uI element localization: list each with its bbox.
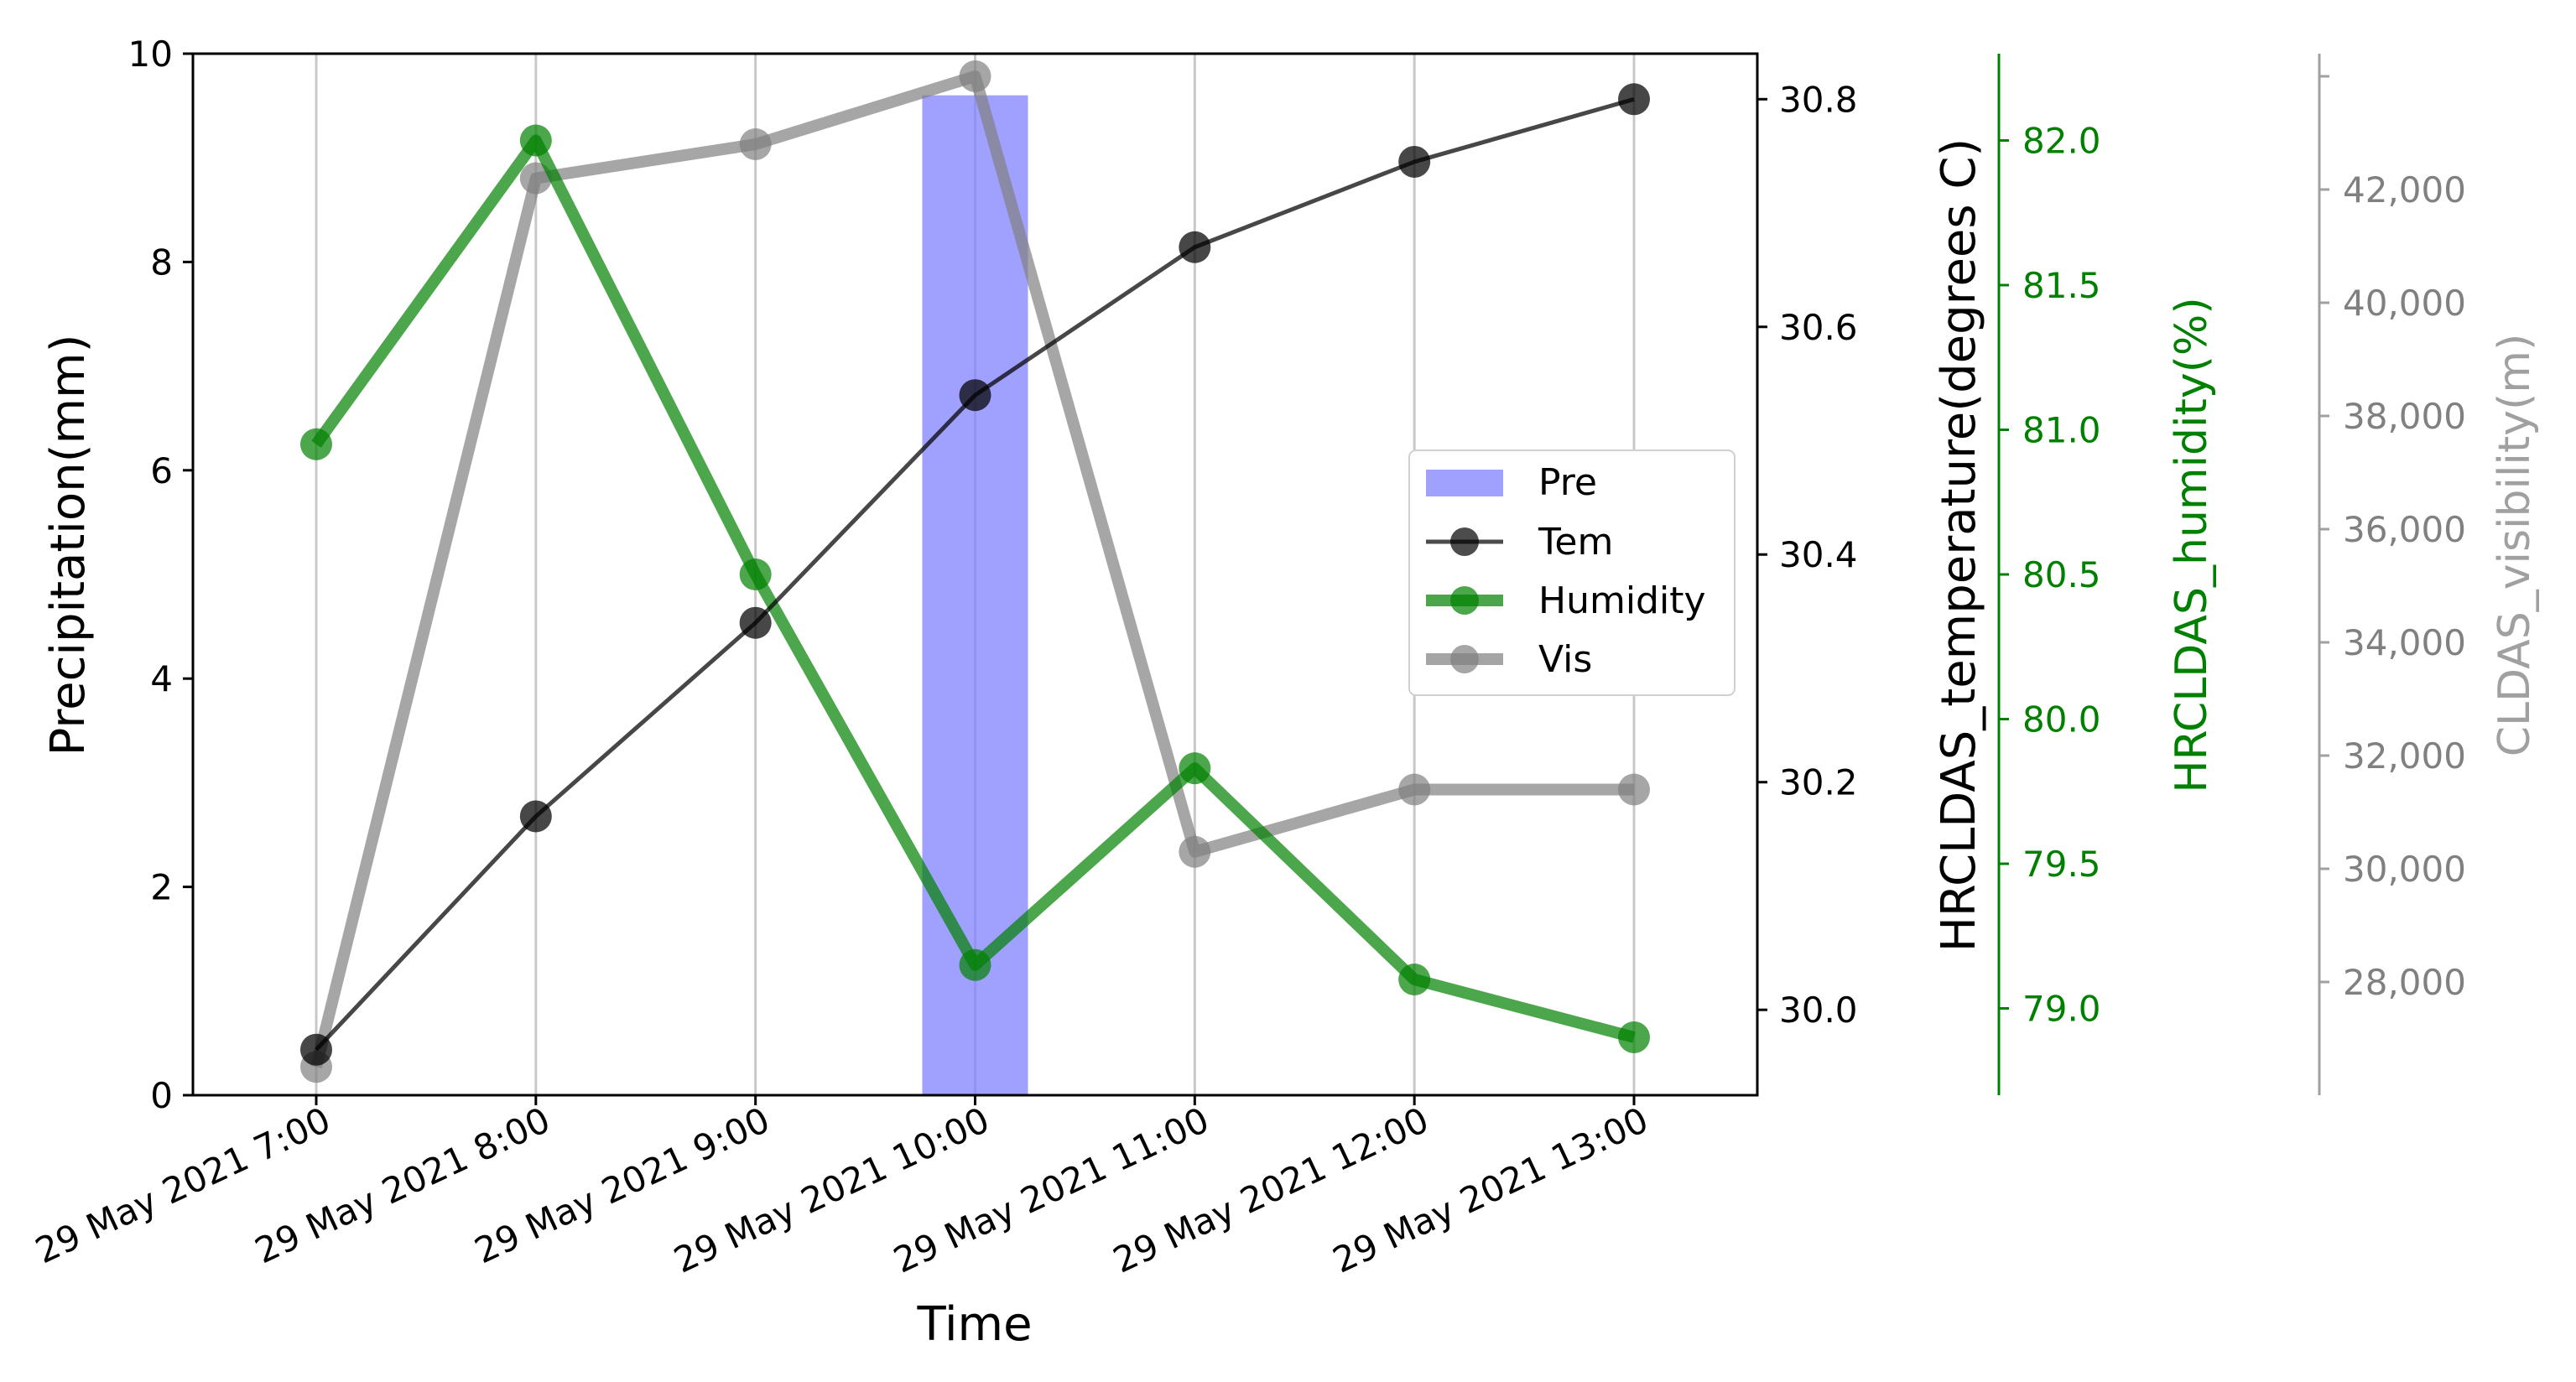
legend-marker-vis (1450, 645, 1479, 673)
y-tick-label-humidity: 81.5 (2022, 265, 2101, 306)
y-axis-title-precipitation: Precipitation(mm) (41, 335, 96, 756)
y-tick-label-temp: 30.0 (1779, 990, 1858, 1031)
legend-label-pre: Pre (1538, 461, 1597, 504)
point-vis (1398, 773, 1431, 806)
y-tick-label-precip: 10 (128, 34, 173, 75)
point-humidity (739, 559, 772, 590)
bar-pre (922, 95, 1028, 1095)
point-tem (1398, 145, 1431, 178)
legend-label-vis: Vis (1538, 638, 1592, 681)
point-humidity (1618, 1021, 1650, 1053)
point-vis (739, 128, 772, 160)
y-tick-label-precip: 6 (150, 450, 173, 491)
x-axis-title: Time (916, 1297, 1032, 1352)
y-tick-label-temp: 30.2 (1779, 762, 1858, 803)
point-humidity (1179, 752, 1211, 785)
y-tick-label-humidity: 79.0 (2022, 989, 2101, 1030)
y-tick-label-visibility: 32,000 (2343, 735, 2466, 777)
line-series (300, 60, 1650, 1083)
legend-swatch-pre (1426, 470, 1503, 496)
y-axis-title-visibility: CLDAS_visibility(m) (2490, 334, 2540, 757)
point-humidity (959, 948, 991, 981)
y-tick-label-visibility: 28,000 (2343, 962, 2466, 1003)
y-tick-label-visibility: 34,000 (2343, 622, 2466, 663)
y-tick-label-visibility: 40,000 (2343, 283, 2466, 324)
point-tem (300, 1033, 332, 1066)
y-tick-label-visibility: 42,000 (2343, 169, 2466, 210)
point-humidity (1398, 964, 1431, 995)
y-axis-title-temperature: HRCLDAS_temperature(degrees C) (1932, 138, 1986, 953)
point-humidity (519, 124, 552, 157)
y-axis-title-humidity: HRCLDAS_humidity(%) (2167, 297, 2217, 792)
y-tick-label-precip: 4 (150, 658, 173, 699)
point-tem (1179, 231, 1211, 263)
legend-marker-humidity (1450, 586, 1479, 615)
point-tem (1618, 83, 1650, 116)
y-tick-label-temp: 30.6 (1779, 307, 1858, 348)
y-tick-label-visibility: 38,000 (2343, 396, 2466, 437)
y-tick-label-visibility: 30,000 (2343, 849, 2466, 890)
point-vis (519, 162, 552, 195)
point-humidity (300, 428, 332, 460)
y-tick-label-humidity: 80.5 (2022, 554, 2101, 595)
point-tem (739, 606, 772, 639)
y-tick-label-humidity: 79.5 (2022, 844, 2101, 885)
point-vis (959, 60, 991, 92)
y-tick-label-humidity: 82.0 (2022, 121, 2101, 162)
y-tick-label-temp: 30.8 (1779, 79, 1858, 120)
plot-frame (191, 52, 1759, 1097)
legend-label-humidity: Humidity (1538, 579, 1706, 622)
point-tem (519, 800, 552, 833)
point-vis (1618, 773, 1650, 806)
y-tick-label-humidity: 81.0 (2022, 410, 2101, 451)
bar-series (922, 95, 1028, 1095)
y-tick-label-precip: 8 (150, 242, 173, 283)
legend: Pre Tem Humidity Vis (1408, 449, 1736, 696)
legend-label-tem: Tem (1538, 521, 1613, 564)
y-tick-label-precip: 2 (150, 867, 173, 908)
legend-marker-tem (1450, 527, 1479, 556)
y-tick-label-humidity: 80.0 (2022, 699, 2101, 740)
point-tem (959, 379, 991, 412)
y-tick-label-temp: 30.4 (1779, 534, 1858, 575)
legend-box (1408, 449, 1736, 696)
y-tick-label-precip: 0 (150, 1075, 173, 1116)
y-tick-label-visibility: 36,000 (2343, 509, 2466, 550)
point-vis (1179, 835, 1211, 868)
